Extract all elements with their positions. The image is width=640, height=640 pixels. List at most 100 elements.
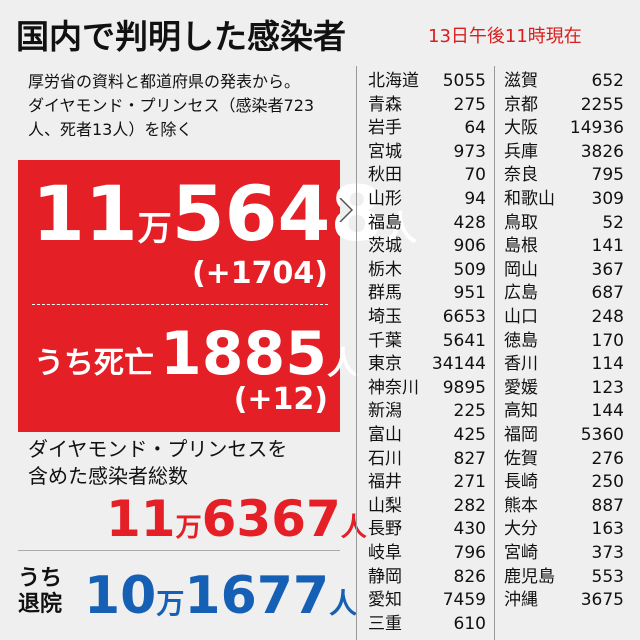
prefecture-row: 岐阜 796	[368, 542, 486, 565]
prefecture-row: 香川 114	[504, 353, 624, 376]
prefecture-count: 170	[591, 330, 624, 351]
total-label-line: 含めた感染者総数	[28, 464, 188, 488]
prefecture-row: 沖縄 3675	[504, 589, 624, 612]
prefecture-count: 163	[591, 519, 624, 540]
prefecture-name: 埼玉	[368, 307, 402, 327]
prefecture-count: 248	[591, 307, 624, 327]
prefecture-row: 兵庫 3826	[504, 141, 624, 164]
prefecture-name: 石川	[368, 448, 402, 469]
prefecture-row: 広島 687	[504, 282, 624, 305]
deaths-label: うち死亡	[34, 346, 154, 381]
prefecture-name: 高知	[504, 401, 538, 422]
unit: 人	[327, 344, 360, 382]
prefecture-name: 千葉	[368, 330, 402, 351]
prefecture-name: 宮崎	[504, 543, 538, 563]
prefecture-count: 282	[453, 495, 486, 516]
prefecture-row: 熊本 887	[504, 495, 624, 518]
prefecture-row: 福岡 5360	[504, 424, 624, 447]
prefecture-count: 64	[464, 118, 486, 139]
prefecture-count: 225	[453, 401, 486, 422]
note-line: 厚労省の資料と都道府県の発表から。	[28, 72, 301, 91]
prefecture-name: 広島	[504, 283, 538, 304]
prefecture-row: 長崎 250	[504, 471, 624, 494]
num: 6367	[201, 490, 341, 548]
prefecture-row: 富山 425	[368, 424, 486, 447]
prefecture-count: 276	[591, 448, 624, 469]
prefecture-count: 141	[591, 236, 624, 257]
prefecture-name: 宮城	[368, 141, 402, 162]
infected-box: 11万5648人 (+1704) うち死亡 1885人 (+12)	[18, 160, 417, 432]
unit: 万	[175, 513, 202, 543]
num: 11	[32, 169, 138, 258]
prefecture-count: 14936	[569, 118, 624, 139]
deaths-change: (+12)	[233, 382, 328, 417]
prefecture-name: 青森	[368, 94, 402, 115]
prefecture-row: 山形 94	[368, 188, 486, 211]
prefecture-count: 887	[591, 495, 624, 516]
prefecture-row: 長野 430	[368, 518, 486, 541]
prefecture-row: 大阪 14936	[504, 117, 624, 140]
prefecture-count: 687	[591, 283, 624, 304]
prefecture-name: 静岡	[368, 566, 402, 587]
prefecture-row: 茨城 906	[368, 235, 486, 258]
prefecture-name: 神奈川	[368, 377, 419, 398]
prefecture-count: 373	[591, 543, 624, 563]
prefecture-count: 610	[453, 613, 486, 634]
title: 国内で判明した感染者	[16, 17, 346, 56]
num: 1885	[160, 319, 327, 389]
prefecture-count: 34144	[431, 354, 486, 375]
prefecture-name: 岩手	[368, 118, 402, 139]
prefecture-name: 岐阜	[368, 543, 402, 563]
prefecture-count: 70	[464, 165, 486, 186]
note: 厚労省の資料と都道府県の発表から。 ダイヤモンド・プリンセス（感染者723 人、…	[28, 70, 314, 142]
prefecture-name: 愛媛	[504, 377, 538, 398]
prefecture-row: 鹿児島 553	[504, 566, 624, 589]
prefecture-row: 岡山 367	[504, 259, 624, 282]
prefecture-row: 静岡 826	[368, 566, 486, 589]
prefecture-count: 3675	[580, 590, 624, 611]
prefecture-count: 250	[591, 472, 624, 493]
prefecture-name: 山梨	[368, 495, 402, 516]
prefecture-count: 5641	[442, 330, 486, 351]
prefecture-name: 熊本	[504, 495, 538, 516]
prefecture-row: 徳島 170	[504, 330, 624, 353]
prefecture-row: 三重 610	[368, 613, 486, 636]
prefecture-row: 福井 271	[368, 471, 486, 494]
prefecture-count: 271	[453, 472, 486, 493]
prefecture-row: 佐賀 276	[504, 448, 624, 471]
prefecture-name: 大阪	[504, 118, 538, 139]
prefecture-row: 和歌山 309	[504, 188, 624, 211]
unit: 万	[137, 209, 172, 249]
prefecture-count: 796	[453, 543, 486, 563]
prefecture-name: 長崎	[504, 472, 538, 493]
unit: 人	[329, 587, 358, 620]
prefecture-count: 951	[453, 283, 486, 304]
prefecture-name: 秋田	[368, 165, 402, 186]
prefecture-row: 秋田 70	[368, 164, 486, 187]
prefecture-count: 275	[453, 94, 486, 115]
prefecture-row: 千葉 5641	[368, 330, 486, 353]
infected-number: 11万5648人	[32, 176, 417, 252]
recovered-label: うち 退院	[18, 566, 62, 618]
prefecture-count: 7459	[442, 590, 486, 611]
prefecture-name: 富山	[368, 425, 402, 445]
prefecture-row: 福島 428	[368, 212, 486, 235]
prefecture-count: 309	[591, 189, 624, 209]
note-line: ダイヤモンド・プリンセス（感染者723	[28, 96, 315, 115]
prefecture-name: 北海道	[368, 71, 419, 91]
prefecture-name: 奈良	[504, 165, 538, 186]
recovered-label-line: 退院	[18, 592, 63, 617]
prefecture-row: 鳥取 52	[504, 212, 624, 235]
prefecture-name: 鳥取	[504, 212, 538, 233]
prefecture-count: 973	[453, 141, 486, 162]
num: 10	[84, 566, 157, 626]
prefecture-count: 2255	[580, 94, 624, 115]
prefecture-name: 島根	[504, 236, 538, 257]
total-label: ダイヤモンド・プリンセスを 含めた感染者総数	[28, 436, 287, 490]
prefecture-count: 6653	[442, 307, 486, 327]
prefecture-count: 52	[602, 212, 624, 233]
prefecture-row: 宮崎 373	[504, 542, 624, 565]
prefecture-name: 香川	[504, 354, 538, 375]
prefecture-name: 長野	[368, 519, 402, 540]
timestamp: 13日午後11時現在	[428, 26, 582, 47]
